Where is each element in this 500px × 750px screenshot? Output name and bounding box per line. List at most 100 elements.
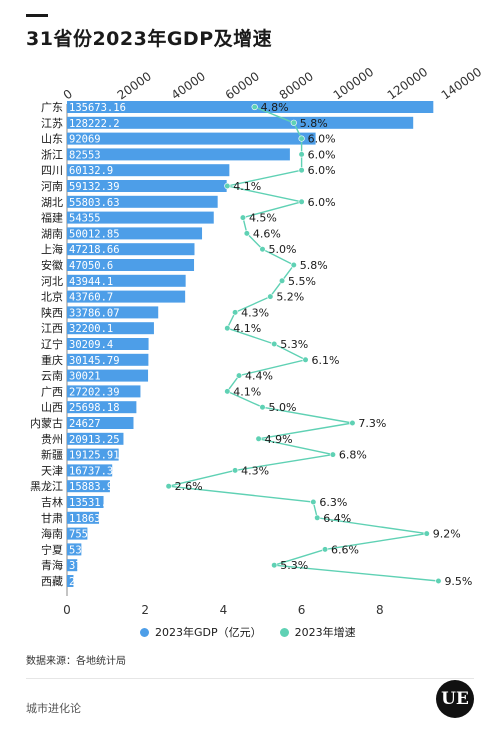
- gdp-bar: [67, 432, 124, 445]
- growth-point: [251, 103, 258, 111]
- gdp-value-label: 54355: [69, 213, 101, 225]
- gdp-value-label: 27202.39: [69, 386, 120, 398]
- category-label: 山西: [41, 401, 63, 414]
- gdp-value-label: 2392.67: [69, 576, 113, 588]
- growth-value-label: 5.0%: [269, 243, 297, 256]
- gdp-bar: [67, 480, 110, 493]
- legend-growth-label: 2023年增速: [294, 626, 356, 639]
- gdp-value-label: 30021: [69, 371, 101, 383]
- category-label: 湖南: [41, 227, 63, 240]
- growth-point: [232, 309, 239, 316]
- category-label: 河南: [41, 180, 63, 193]
- growth-point: [310, 498, 317, 506]
- legend-gdp-label: 2023年GDP（亿元）: [155, 626, 262, 639]
- category-label: 北京: [41, 290, 63, 304]
- gdp-bar: [67, 543, 82, 556]
- category-label: 新疆: [41, 448, 63, 462]
- category-label: 广东: [41, 101, 63, 114]
- gdp-value-label: 43760.7: [69, 292, 113, 304]
- gdp-value-label: 7551.18: [69, 529, 113, 541]
- gdp-bar: [67, 290, 186, 303]
- growth-value-label: 6.0%: [308, 164, 336, 177]
- gdp-bar: [67, 164, 230, 177]
- gdp-value-label: 82553: [69, 149, 101, 161]
- gdp-value-label: 43944.1: [69, 276, 113, 288]
- gdp-value-label: 13531.19: [69, 497, 120, 509]
- growth-point: [165, 483, 172, 490]
- category-label: 陕西: [41, 305, 63, 319]
- growth-value-label: 6.6%: [331, 543, 359, 556]
- gdp-value-label: 24627: [69, 418, 101, 430]
- footer-divider: [26, 678, 474, 679]
- gdp-bar: [67, 259, 195, 271]
- legend: 2023年GDP（亿元） 2023年增速: [140, 624, 356, 640]
- growth-value-label: 6.1%: [312, 354, 340, 367]
- gdp-value-label: 3799.1: [69, 560, 107, 572]
- category-label: 广西: [41, 385, 63, 398]
- growth-point: [271, 562, 278, 569]
- gdp-value-label: 15883.9: [69, 481, 113, 493]
- gdp-value-label: 11863.8: [69, 513, 113, 525]
- category-label: 青海: [41, 558, 63, 572]
- gdp-bar: [67, 511, 100, 524]
- legend-item-growth: 2023年增速: [279, 624, 356, 640]
- gdp-value-label: 47050.6: [69, 260, 113, 272]
- growth-point: [290, 261, 297, 269]
- growth-value-label: 4.1%: [233, 180, 261, 193]
- gdp-bar: [67, 195, 218, 208]
- top-axis-tick-label: 40000: [169, 69, 208, 102]
- gdp-value-label: 135673.16: [69, 102, 126, 114]
- legend-gdp-swatch: [140, 627, 149, 637]
- category-label: 湖北: [41, 196, 63, 209]
- gdp-bar: [67, 369, 149, 382]
- growth-point: [224, 325, 231, 332]
- gdp-bar: [67, 227, 203, 240]
- growth-point: [243, 230, 250, 237]
- bottom-axis-tick-label: 2: [141, 603, 149, 617]
- growth-value-label: 4.4%: [245, 370, 273, 383]
- gdp-bar: [67, 274, 186, 287]
- growth-value-label: 6.8%: [339, 449, 367, 462]
- gdp-bar: [67, 353, 149, 366]
- gdp-bar: [67, 180, 227, 192]
- bottom-axis-tick-label: 8: [376, 603, 384, 617]
- growth-value-label: 6.0%: [308, 196, 336, 209]
- gdp-bar: [67, 559, 78, 572]
- growth-point: [302, 356, 309, 363]
- growth-value-label: 4.6%: [253, 227, 281, 240]
- category-label: 江西: [41, 322, 63, 335]
- gdp-value-label: 55803.63: [69, 197, 120, 209]
- gdp-bar: [67, 211, 214, 224]
- category-label: 四川: [41, 164, 63, 177]
- category-label: 江苏: [41, 117, 63, 130]
- category-label: 贵州: [41, 433, 63, 446]
- growth-value-label: 6.4%: [323, 512, 351, 525]
- growth-value-label: 5.2%: [276, 291, 304, 304]
- growth-point: [267, 293, 274, 300]
- gdp-value-label: 60132.9: [69, 165, 113, 177]
- growth-value-label: 5.8%: [300, 117, 328, 130]
- growth-point: [329, 451, 336, 458]
- gdp-bar: [67, 448, 119, 461]
- title-accent: [26, 14, 48, 17]
- category-label: 河北: [41, 275, 63, 288]
- category-label: 西藏: [41, 575, 63, 588]
- category-label: 天津: [41, 464, 63, 477]
- category-label: 上海: [41, 242, 63, 256]
- growth-point: [321, 546, 329, 553]
- top-axis-tick-label: 100000: [331, 65, 377, 103]
- bottom-axis-tick-label: 0: [63, 603, 71, 617]
- gdp-bar: [67, 385, 141, 398]
- growth-value-label: 5.8%: [300, 259, 328, 272]
- category-label: 浙江: [41, 148, 63, 161]
- gdp-value-label: 16737.3: [69, 465, 113, 477]
- gdp-bar: [67, 132, 316, 145]
- growth-point: [224, 388, 231, 395]
- growth-point: [314, 514, 321, 521]
- growth-point: [298, 198, 305, 205]
- growth-value-label: 5.5%: [288, 275, 316, 288]
- growth-value-label: 6.0%: [308, 133, 336, 146]
- category-label: 甘肃: [41, 512, 63, 525]
- gdp-value-label: 47218.66: [69, 244, 120, 256]
